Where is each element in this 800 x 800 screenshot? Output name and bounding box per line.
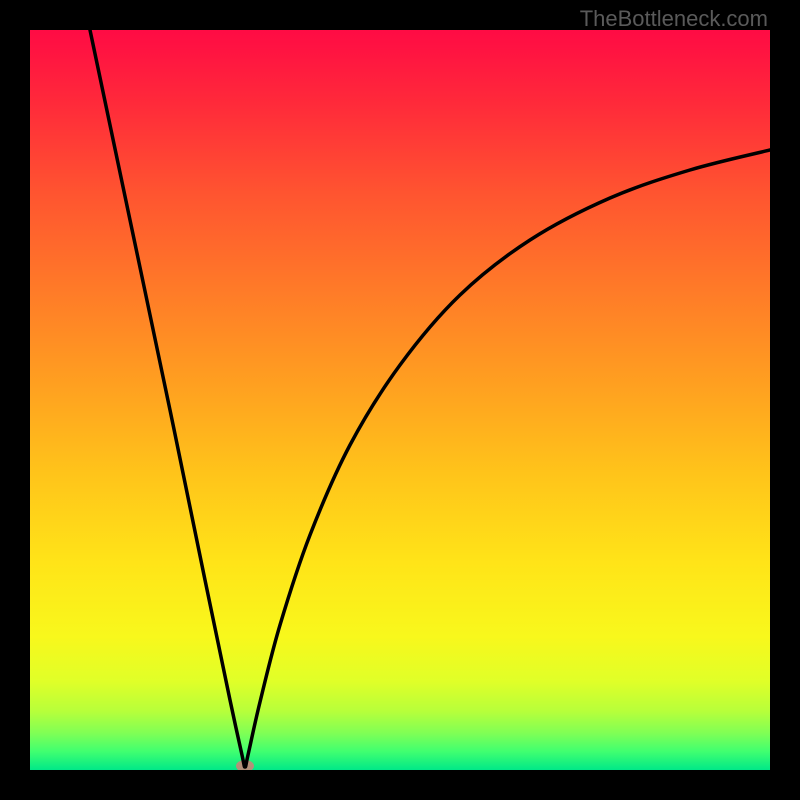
plot-area (30, 30, 770, 770)
chart-container: TheBottleneck.com (0, 0, 800, 800)
watermark-text: TheBottleneck.com (580, 6, 768, 32)
bottleneck-curve (30, 30, 770, 770)
curve-path (90, 30, 770, 767)
